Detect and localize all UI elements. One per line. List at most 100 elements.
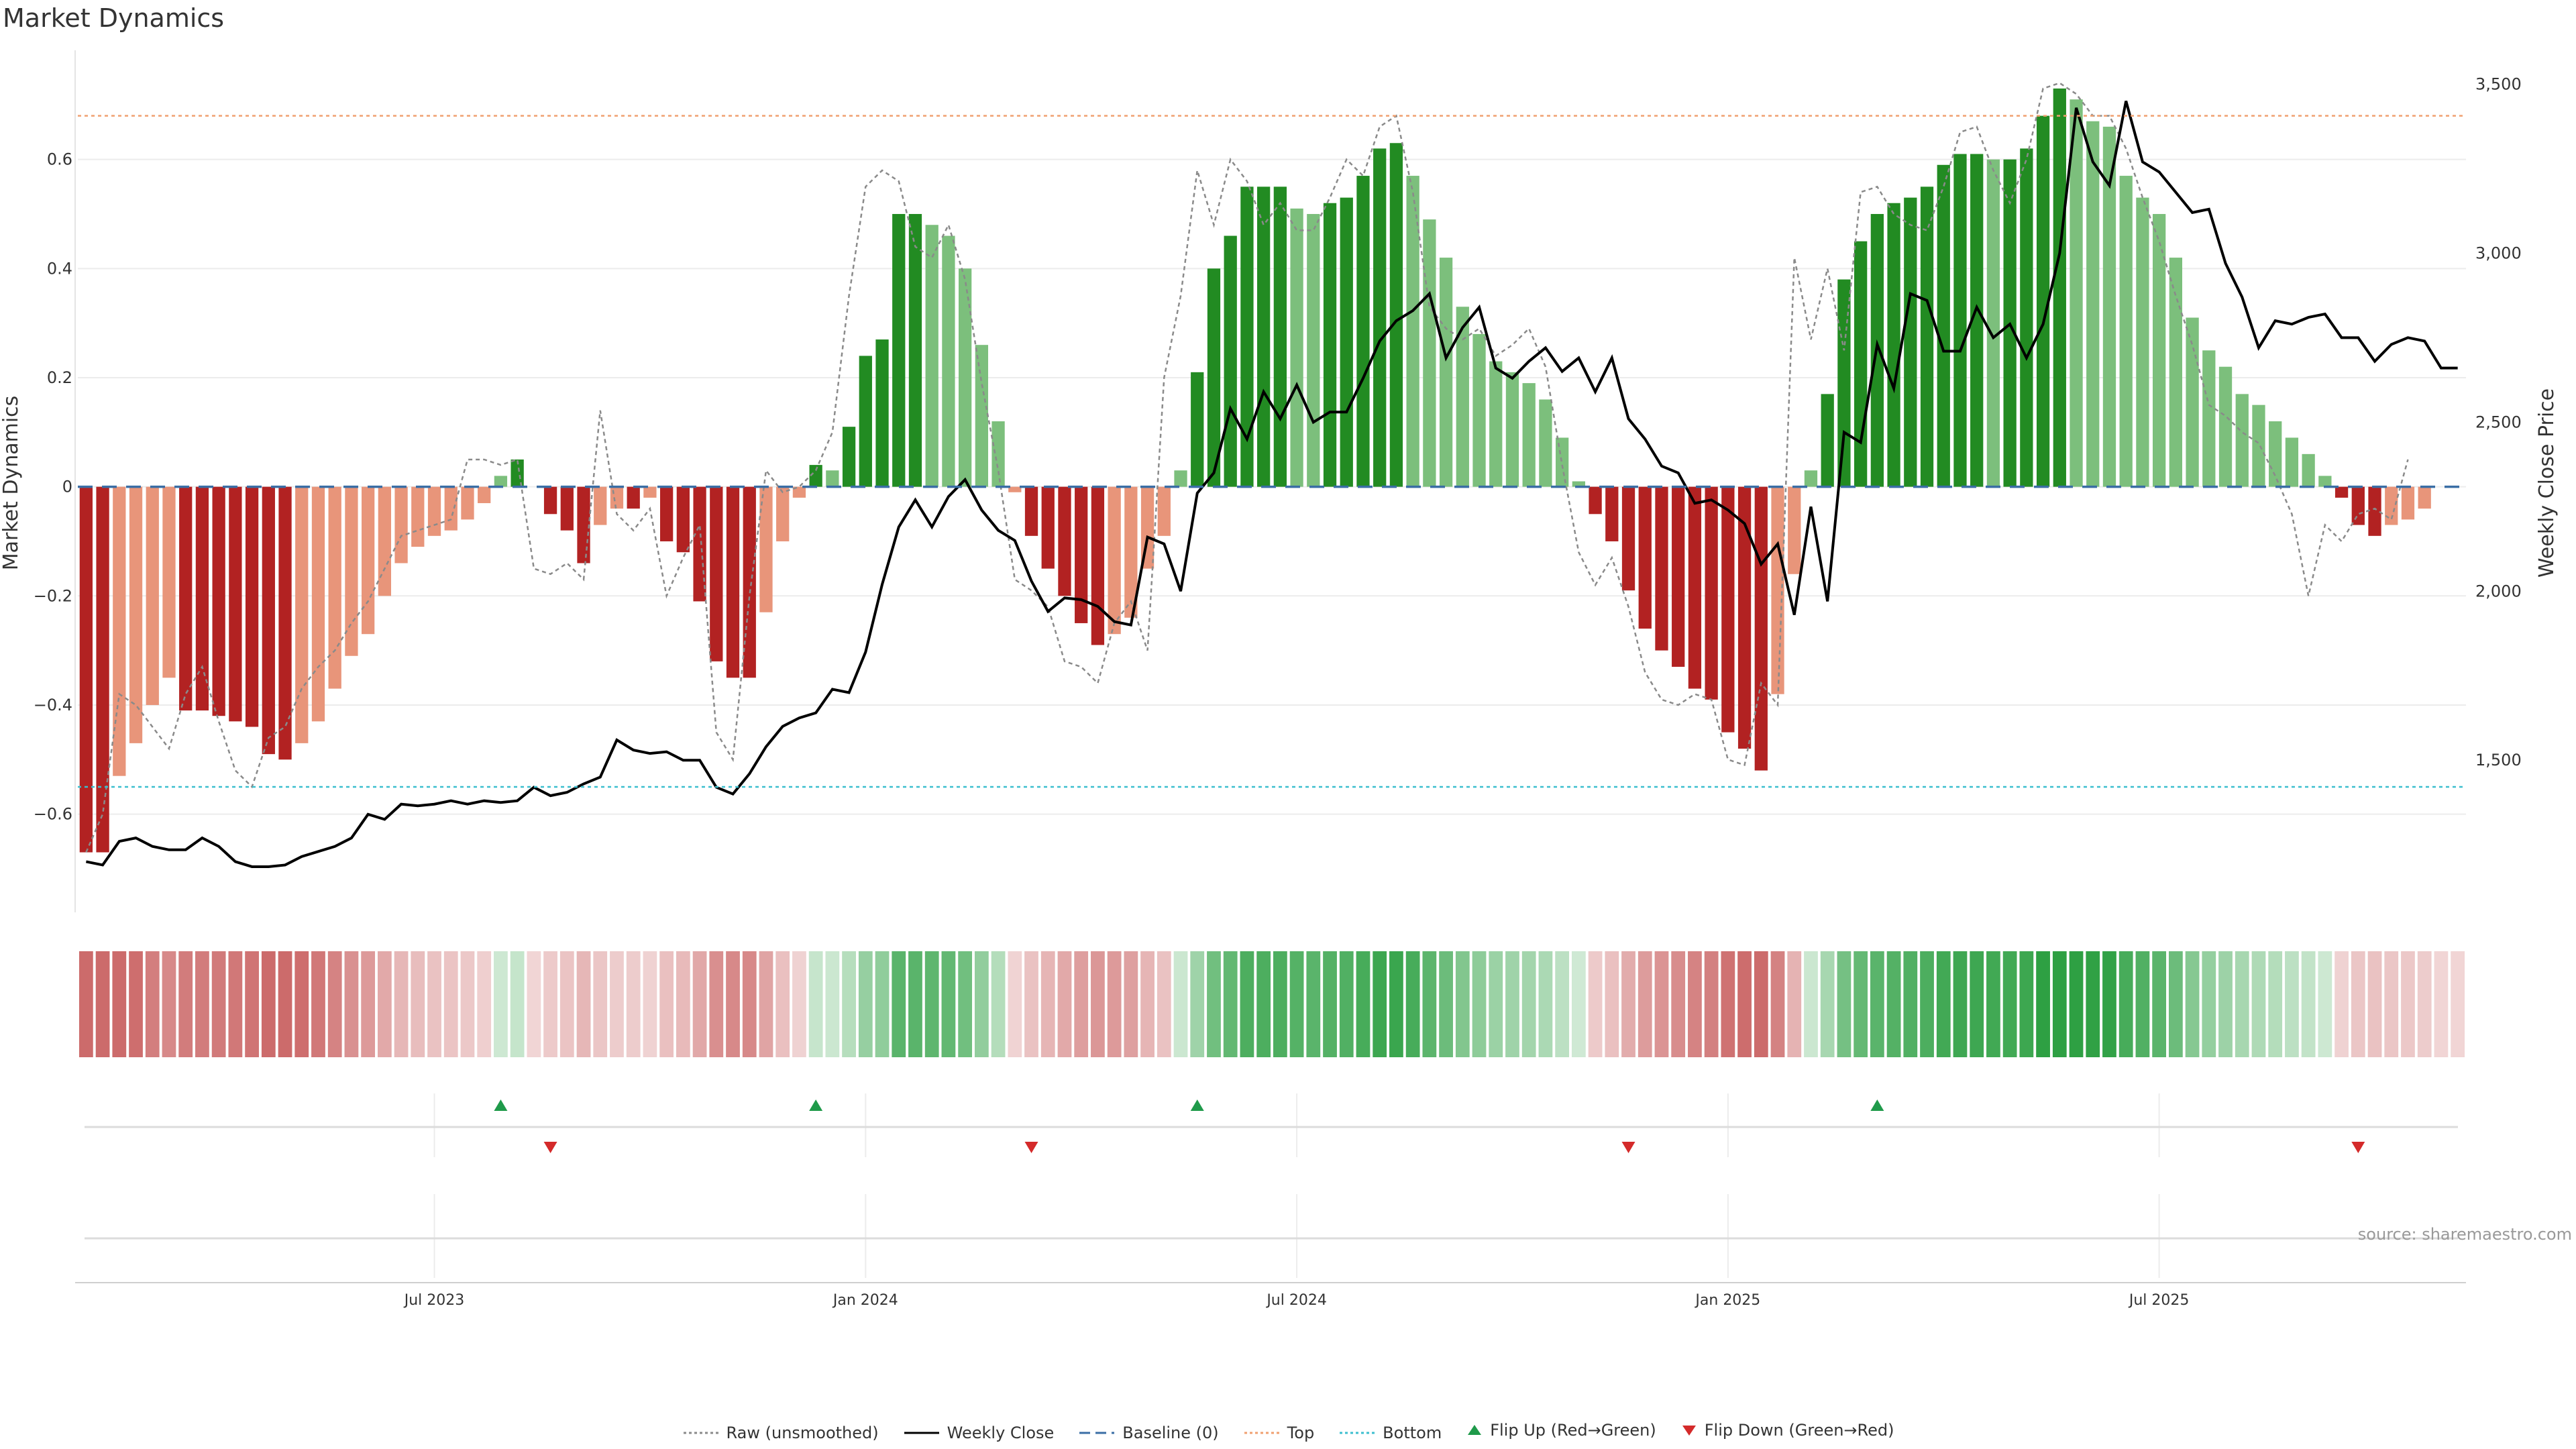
regime-cell <box>178 951 193 1057</box>
regime-cell <box>1040 951 1055 1057</box>
regime-cell <box>1140 951 1155 1057</box>
legend-swatch <box>1682 1426 1696 1436</box>
y-left-tick-label: 0.6 <box>47 150 72 169</box>
legend-label: Flip Down (Green→Red) <box>1704 1421 1894 1440</box>
regime-cell <box>443 951 458 1057</box>
regime-cell <box>2334 951 2349 1057</box>
bar <box>2086 121 2100 487</box>
regime-cell <box>775 951 790 1057</box>
bar <box>1058 486 1071 596</box>
regime-cell <box>875 951 890 1057</box>
bar <box>610 486 624 509</box>
bar <box>1655 486 1668 651</box>
regime-cell <box>95 951 110 1057</box>
regime-cell <box>2069 951 2084 1057</box>
regime-cell <box>941 951 956 1057</box>
bar <box>1406 176 1419 487</box>
bar <box>1389 143 1403 487</box>
bar <box>1970 154 1984 487</box>
bar <box>659 486 674 541</box>
bar <box>594 486 607 525</box>
bar <box>1837 279 1851 487</box>
regime-cell <box>1422 951 1437 1057</box>
regime-cell <box>2417 951 2432 1057</box>
bar <box>1290 208 1303 487</box>
regime-cell <box>294 951 309 1057</box>
regime-cell <box>1057 951 1072 1057</box>
bar <box>2218 366 2233 487</box>
bar <box>1555 437 1569 487</box>
bar <box>543 486 557 515</box>
regime-cell <box>2434 951 2449 1057</box>
bar <box>245 486 259 727</box>
bar <box>1207 268 1221 487</box>
regime-cell <box>494 951 508 1057</box>
regime-cell <box>2135 951 2150 1057</box>
y-left-tick-label: 0 <box>62 478 72 496</box>
bar <box>229 486 242 722</box>
regime-cell <box>129 951 143 1057</box>
regime-cell <box>2202 951 2216 1057</box>
bar <box>710 486 723 661</box>
y-right-tick-label: 3,500 <box>2475 74 2522 93</box>
bar <box>693 486 706 602</box>
regime-cell <box>1091 951 1105 1057</box>
regime-cell <box>1886 951 1901 1057</box>
bar <box>1307 213 1320 487</box>
bar <box>427 486 441 536</box>
regime-cell <box>1770 951 1785 1057</box>
regime-cell <box>2052 951 2067 1057</box>
regime-cell <box>1472 951 1487 1057</box>
regime-cell <box>1074 951 1089 1057</box>
regime-cell <box>1986 951 2000 1057</box>
bar <box>2202 350 2216 487</box>
bar <box>444 486 458 531</box>
bar <box>826 470 839 487</box>
raw-series-line <box>85 82 2409 853</box>
regime-cell <box>1240 951 1254 1057</box>
regime-cell <box>1405 951 1420 1057</box>
bar <box>2269 421 2282 487</box>
bar <box>908 213 922 487</box>
regime-cell <box>2019 951 2034 1057</box>
regime-cell <box>2318 951 2332 1057</box>
bar <box>511 459 524 487</box>
regime-cell <box>610 951 624 1057</box>
regime-cell <box>2102 951 2116 1057</box>
bar <box>759 486 773 612</box>
bar <box>1688 486 1702 689</box>
legend-label: Weekly Close <box>947 1424 1055 1442</box>
regime-cell <box>1920 951 1934 1057</box>
bar <box>2285 437 2299 487</box>
bar <box>1937 164 1950 487</box>
regime-cell <box>1721 951 1735 1057</box>
regime-cell <box>958 951 973 1057</box>
regime-cell <box>1688 951 1702 1057</box>
bar <box>2334 486 2349 498</box>
regime-cell <box>427 951 441 1057</box>
regime-cell <box>1223 951 1238 1057</box>
regime-cell <box>1936 951 1951 1057</box>
flip-down-marker <box>1621 1142 1635 1153</box>
bar <box>991 421 1005 487</box>
bar <box>1572 481 1586 487</box>
regime-cell <box>1256 951 1271 1057</box>
legend-swatch <box>1079 1432 1115 1434</box>
x-tick-label: Jul 2023 <box>403 1292 465 1309</box>
regime-cell <box>1704 951 1719 1057</box>
bar <box>79 486 93 853</box>
bar <box>1638 486 1652 629</box>
bar <box>96 486 109 853</box>
regime-cell <box>892 951 906 1057</box>
regime-cell <box>1538 951 1553 1057</box>
y-left-tick-label: −0.2 <box>34 586 72 605</box>
regime-cell <box>543 951 557 1057</box>
bar <box>1788 486 1801 574</box>
legend-item: Top <box>1243 1424 1314 1442</box>
bar <box>627 486 640 509</box>
regime-cell <box>1837 951 1851 1057</box>
bar <box>1174 470 1187 487</box>
bar <box>726 486 740 678</box>
regime-cell <box>211 951 226 1057</box>
